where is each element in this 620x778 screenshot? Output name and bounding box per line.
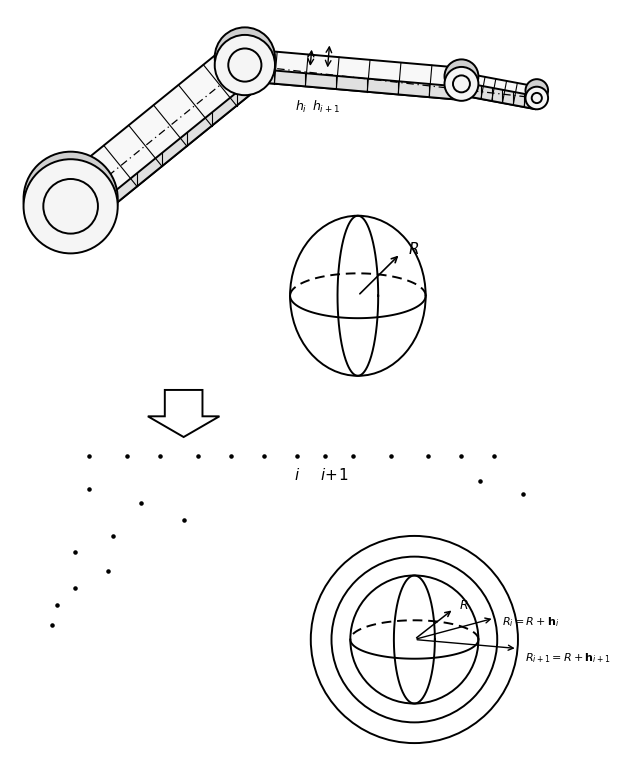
Polygon shape	[244, 68, 460, 100]
Text: $R_i=R+\mathbf{h}_i$: $R_i=R+\mathbf{h}_i$	[502, 615, 559, 629]
Polygon shape	[244, 49, 463, 100]
Text: $i\!+\!1$: $i\!+\!1$	[320, 467, 348, 483]
Circle shape	[24, 159, 118, 254]
Circle shape	[526, 79, 548, 102]
Polygon shape	[148, 390, 219, 437]
Text: $i$: $i$	[294, 467, 299, 483]
Circle shape	[215, 27, 275, 88]
Polygon shape	[459, 82, 534, 109]
Text: $h_{i+1}$: $h_{i+1}$	[312, 99, 340, 115]
Circle shape	[445, 67, 479, 101]
Polygon shape	[54, 44, 262, 226]
Circle shape	[215, 35, 275, 95]
Text: $h_i$: $h_i$	[295, 99, 308, 115]
Text: $R_{i+1}=R+\mathbf{h}_{i+1}$: $R_{i+1}=R+\mathbf{h}_{i+1}$	[525, 651, 611, 665]
Circle shape	[526, 86, 548, 109]
Text: $R$: $R$	[459, 599, 469, 612]
Polygon shape	[87, 72, 262, 226]
Polygon shape	[459, 73, 539, 109]
Circle shape	[445, 59, 479, 93]
Circle shape	[24, 152, 118, 246]
Text: $R$: $R$	[408, 241, 419, 257]
